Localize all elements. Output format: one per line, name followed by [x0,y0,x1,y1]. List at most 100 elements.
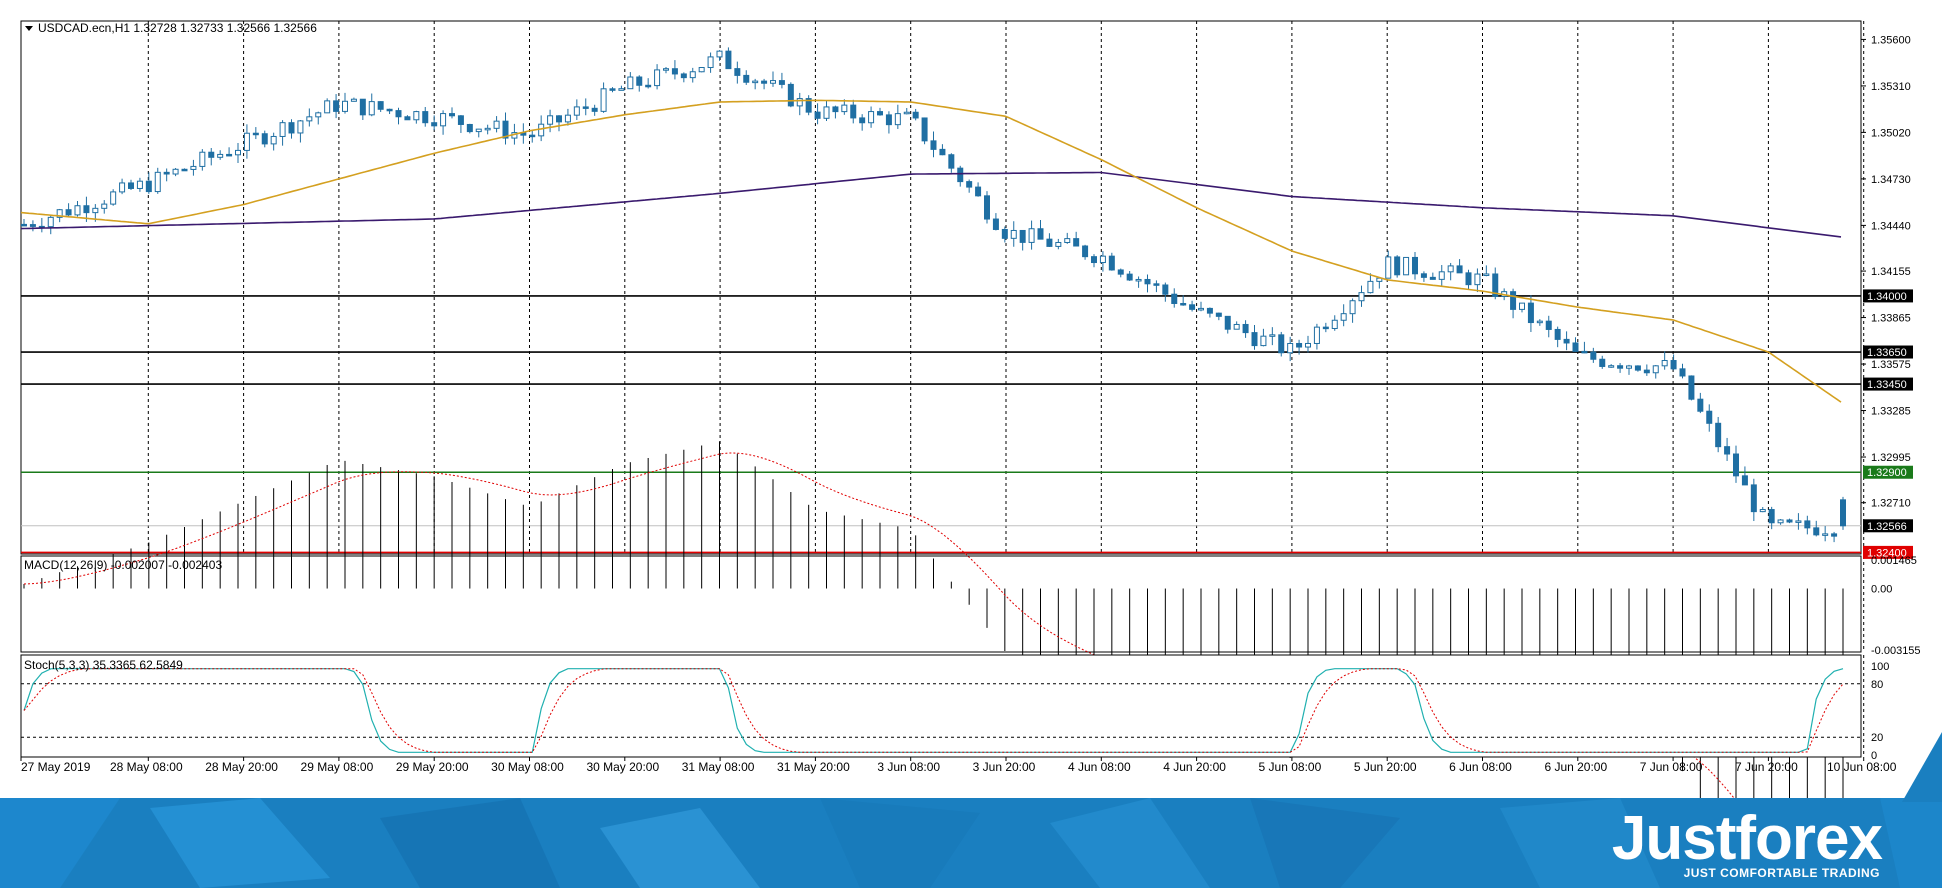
candle-body [734,68,741,76]
candle-body [440,113,447,127]
time-label: 6 Jun 20:00 [1544,760,1607,774]
candle-body [1483,273,1490,276]
candle-body [1626,365,1632,369]
candle-body [1001,228,1008,239]
candle-body [1010,229,1017,239]
candle-body [859,117,866,124]
candle-body [1073,238,1080,247]
candle-body [1296,342,1303,348]
candle-body [1082,245,1089,258]
stoch-axis: 100 80 20 0 [1871,661,1889,762]
candle-body [181,168,188,172]
candle-body [190,165,197,170]
candle-body [1519,302,1525,310]
time-label: 27 May 2019 [21,760,91,774]
candle-body [556,115,562,123]
candle-body [1617,365,1624,369]
macd-pane[interactable]: MACD(12,26,9) -0.002007 -0.002403 [20,441,1862,888]
candle-body [948,154,955,169]
candle-body [1697,398,1704,412]
candle-body [671,68,678,75]
ma-slow-line [20,171,1842,238]
candle-body [1822,533,1829,536]
candle-body [752,80,759,84]
candle-body [261,133,268,145]
time-label: 31 May 20:00 [777,760,850,774]
candle-body [975,186,982,197]
candle-body [1447,265,1454,273]
candle-body [1492,273,1499,297]
candle-body [868,111,875,124]
candle-body [903,111,910,115]
candle-body [449,113,455,117]
candle-body [484,127,491,131]
level-tag-label: 1.33650 [1867,347,1907,359]
candle-body [966,181,973,188]
candle-body [1162,284,1169,295]
candle-body [529,134,536,138]
candle-body [1019,229,1026,243]
candle-body [1456,265,1463,274]
price-label: 1.33575 [1871,359,1911,371]
candle-body [645,84,652,88]
candle-body [1634,365,1641,371]
candle-body [1679,368,1686,377]
candle-body [377,101,384,110]
symbol-ohlc-label: USDCAD.ecn,H1 1.32728 1.32733 1.32566 1.… [38,21,317,35]
candle-body [939,148,946,156]
level-tag-label: 1.34000 [1867,291,1907,303]
candle-body [1278,334,1285,354]
candle-body [101,203,108,209]
candle-body [984,195,990,220]
level-tag-label: 1.32400 [1867,547,1907,559]
time-label: 28 May 08:00 [110,760,183,774]
candle-body [1349,300,1356,315]
candle-body [921,117,928,142]
collapse-triangle-icon[interactable] [25,26,33,31]
candle-body [1768,509,1775,524]
macd-axis: 0.001465 0.00 -0.003155 [1871,555,1921,657]
candle-body [1412,256,1418,275]
candle-body [1795,520,1802,523]
time-label: 30 May 08:00 [491,760,564,774]
candle-body [1358,292,1365,302]
candle-body [226,153,233,157]
candle-body [582,106,589,109]
candle-body [1706,410,1713,424]
candle-body [1429,276,1436,280]
candle-body [796,98,803,107]
price-level-tags: 1.34000 1.33650 1.33450 1.32900 1.32566 1.324… [1863,289,1913,559]
candle-body [1305,342,1311,348]
candle-body [1198,307,1204,311]
candle-body [654,69,661,87]
price-label: 1.32710 [1871,498,1911,510]
candle-body [297,120,304,134]
symbol-header: USDCAD.ecn,H1 1.32728 1.32733 1.32566 1.… [25,21,317,35]
candle-body [1465,272,1472,286]
candle-body [1367,280,1374,294]
candle-body [1652,365,1659,374]
candle-body [1055,241,1062,247]
candle-body [270,135,277,145]
brand-banner [0,798,1942,888]
brand-logo: Justforex [1611,804,1883,873]
candle-body [288,122,295,134]
level-tag-label: 1.32566 [1867,521,1907,533]
stoch-pane[interactable]: Stoch(5,3,3) 35.3365 62.5849 [20,654,1862,758]
candle-body [1643,369,1650,374]
candle-body [591,107,598,112]
candle-body [627,76,634,90]
level-tag-bg [1863,519,1913,533]
candle-body [564,114,571,123]
candle-body [725,50,732,70]
candle-body [1331,319,1338,329]
candle-body [663,68,669,71]
candle-body [154,171,161,193]
candle-body [56,209,63,218]
candle-body [1804,520,1811,529]
candle-body [208,151,215,158]
candle-body [761,80,768,84]
banner-graphic [0,798,1942,888]
candle-body [163,171,170,175]
